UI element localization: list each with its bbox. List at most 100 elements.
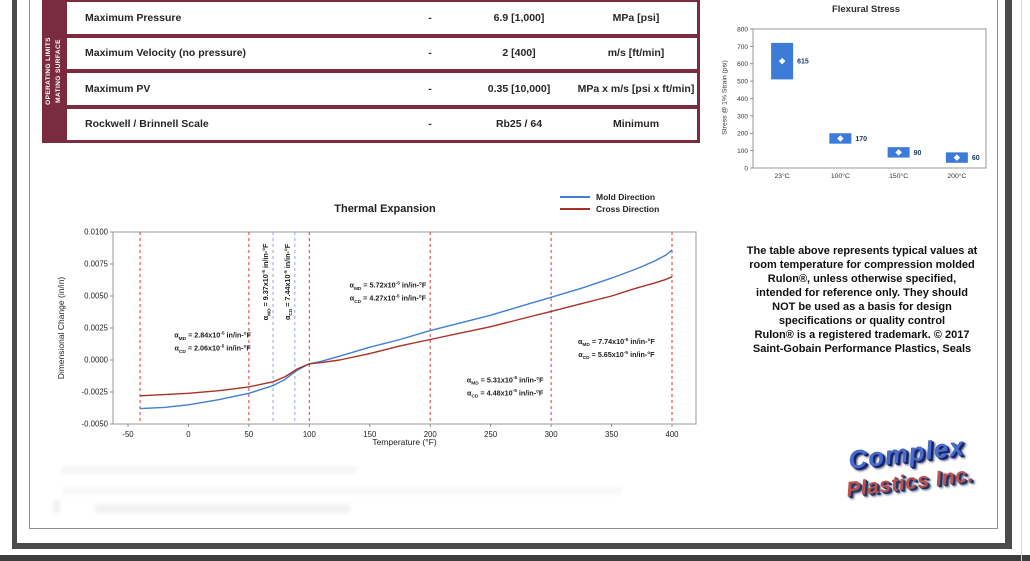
x-tick-label: 150°C	[889, 172, 908, 180]
value-label: 90	[914, 150, 922, 157]
annotation-text: αCD = 7.44x10-5 in/in-°F	[283, 243, 294, 320]
sidebar-vertical-label: OPERATING LIMITS MATING SURFACE	[44, 1, 66, 141]
table-row: Maximum PV - 0.35 [10,000] MPa x m/s [ps…	[67, 73, 697, 105]
x-tick-label: 400	[665, 430, 679, 439]
y-tick-label: 500	[737, 79, 748, 86]
x-tick-label: 50	[245, 430, 254, 439]
faint-illegible-text	[53, 500, 60, 513]
value-label: 170	[855, 136, 867, 143]
row-value: 6.9 [1,000]	[493, 11, 545, 24]
chart-title: Flexural Stress	[831, 4, 901, 15]
x-tick-label: -50	[122, 430, 134, 439]
disclaimer-note: The table above represents typical value…	[712, 244, 1012, 356]
flexural-stress-chart-canvas: 0 100 200 300 400 500 600 700 800 615 23°C 170 100°C…	[737, 26, 987, 180]
table-row: Rockwell / Brinnell Scale - Rb25 / 64 Mi…	[67, 108, 697, 140]
value-label: 60	[972, 155, 980, 162]
table-row: Maximum Velocity (no pressure) - 2 [400]…	[67, 37, 697, 69]
x-tick-label: 200	[424, 430, 438, 439]
table-row: Maximum Pressure - 6.9 [1,000] MPa [psi]	[67, 2, 697, 34]
annotation-text: αMD = 5.31x10-5 in/in-°F	[467, 375, 544, 386]
x-axis-label: Temperature (°F)	[372, 437, 437, 447]
y-tick-label: 400	[737, 96, 748, 103]
y-tick-label: 100	[737, 148, 748, 155]
y-tick-label: 200	[737, 131, 748, 138]
note-line: Saint-Gobain Performance Plastics, Seals	[752, 343, 972, 355]
y-tick-label: 800	[737, 26, 748, 33]
value-label: 615	[797, 59, 809, 66]
thermal-expansion-chart: Thermal Expansion Dimensional Change (in…	[40, 190, 710, 460]
y-tick-label: 700	[737, 44, 748, 51]
row-units: m/s [ft/min]	[607, 47, 665, 60]
x-tick-label: 150	[363, 430, 377, 439]
y-tick-label: 600	[737, 61, 748, 68]
viewer-right-edge	[1021, 0, 1022, 561]
page-outer-border-left	[12, 0, 17, 549]
page-outer-border-bottom	[12, 543, 1012, 549]
note-line: The table above represents typical value…	[746, 245, 978, 257]
y-tick-label: -0.0025	[82, 388, 109, 397]
legend-label: Cross Direction	[596, 204, 660, 214]
annotation-text: αCD = 5.65x10-5 in/in-°F	[578, 350, 655, 361]
x-tick-label: 200°C	[947, 172, 966, 180]
y-tick-label: 0.0075	[84, 260, 109, 269]
y-tick-label: 0.0025	[84, 324, 109, 333]
row-value: Rb25 / 64	[495, 118, 543, 131]
y-tick-label: 300	[737, 113, 748, 120]
note-line: specifications or quality control	[778, 315, 946, 327]
faint-illegible-text	[62, 487, 622, 495]
operating-limits-rows: Maximum Pressure - 6.9 [1,000] MPa [psi]…	[67, 2, 697, 140]
note-line: Rulon® is a registered trademark. © 2017	[754, 329, 970, 341]
row-dash: -	[428, 47, 432, 60]
y-tick-label: 0.0050	[84, 292, 109, 301]
row-units: MPa [psi]	[612, 11, 660, 24]
operating-limits-table: OPERATING LIMITS MATING SURFACE Maximum …	[42, 0, 700, 143]
legend-line-swatch	[560, 208, 590, 210]
annotation-text: αMD = 2.84x10-5 in/in-°F	[174, 330, 251, 341]
row-property: Maximum Pressure	[85, 11, 182, 24]
value-marker	[953, 154, 961, 161]
value-marker	[895, 149, 902, 156]
faint-illegible-text	[95, 504, 350, 513]
flexural-stress-chart: Flexural Stress Stress @ 1% Strain (psi)…	[710, 0, 1022, 190]
row-value: 0.35 [10,000]	[487, 82, 551, 95]
annotation-text: αMD = 7.74x10-5 in/in-°F	[578, 337, 655, 348]
note-line: room temperature for compression molded	[749, 259, 975, 271]
y-tick-label: 0	[744, 165, 748, 172]
sidebar-label-line2: MATING SURFACE	[55, 39, 62, 103]
series-line-cross-direction	[140, 276, 673, 397]
value-marker	[778, 57, 786, 65]
operating-limits-sidebar: OPERATING LIMITS MATING SURFACE	[42, 0, 67, 143]
annotation-text: αCD = 2.06x10-5 in/in-°F	[174, 343, 251, 354]
series-line-mold-direction	[140, 249, 673, 410]
legend-label: Mold Direction	[596, 192, 656, 202]
row-units: MPa x m/s [psi x ft/min]	[577, 82, 695, 95]
chart-title: Thermal Expansion	[334, 203, 436, 215]
note-line: NOT be used as a basis for design	[772, 301, 952, 313]
plot-border	[112, 231, 697, 425]
x-tick-label: 300	[545, 430, 559, 439]
x-tick-label: 100	[303, 430, 317, 439]
annotation-text: αCD = 4.48x10-5 in/in-°F	[467, 388, 544, 399]
x-tick-label: 100°C	[831, 172, 850, 180]
y-tick-label: 0.0000	[84, 356, 109, 365]
legend-entry: Mold Direction	[560, 192, 659, 202]
faint-illegible-text	[62, 466, 357, 474]
y-tick-label: 0.0100	[84, 228, 109, 237]
annotation-text: αCD = 4.27x10-5 in/in-°F	[350, 293, 427, 304]
row-value: 2 [400]	[502, 47, 536, 60]
company-logo: Complex Plastics Inc.	[815, 427, 1001, 506]
x-tick-label: 250	[484, 430, 498, 439]
annotation-text: αMD = 5.72x10-5 in/in-°F	[350, 280, 427, 291]
row-property: Rockwell / Brinnell Scale	[85, 118, 209, 131]
x-tick-label: 23°C	[775, 172, 790, 180]
row-dash: -	[428, 11, 432, 24]
chart-legend: Mold Direction Cross Direction	[560, 192, 659, 214]
note-line: intended for reference only. They should	[756, 287, 968, 299]
x-tick-label: 350	[605, 430, 619, 439]
annotation-text: αMD = 9.37x10-5 in/in-°F	[261, 243, 272, 320]
x-tick-label: 0	[186, 430, 191, 439]
legend-entry: Cross Direction	[560, 204, 659, 214]
row-property: Maximum Velocity (no pressure)	[85, 47, 247, 60]
row-property: Maximum PV	[85, 82, 151, 95]
